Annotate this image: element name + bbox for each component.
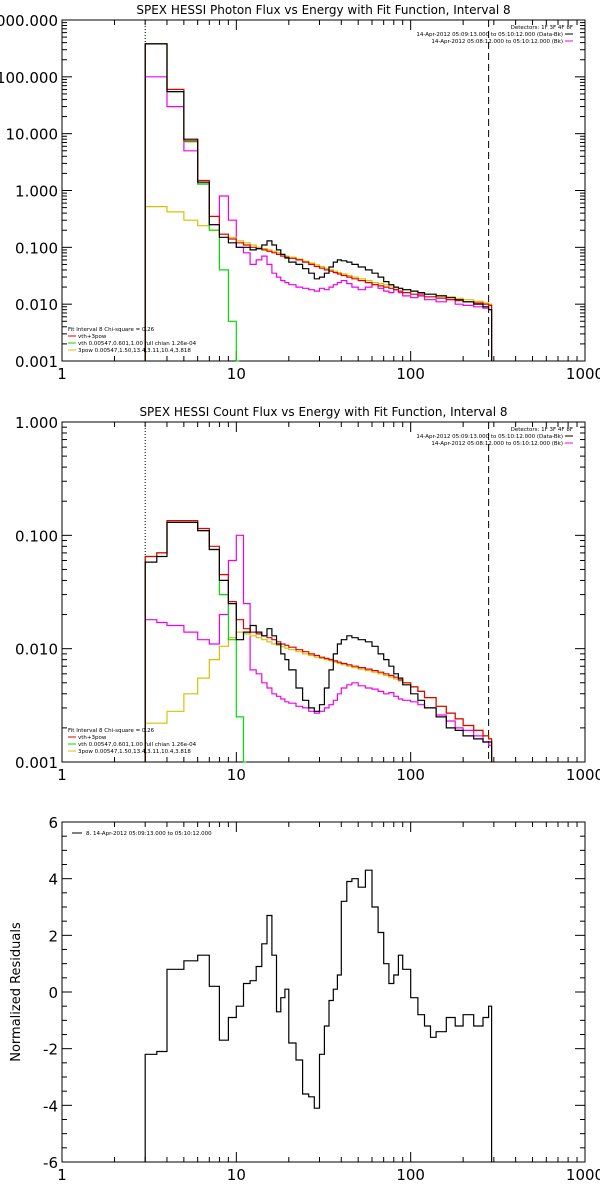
y-tick-label: 10.000 xyxy=(6,126,59,144)
panel-2 xyxy=(61,421,586,763)
legend-time-range: 14-Apr-2012 05:08:12.000 to 05:10:12.000… xyxy=(431,39,563,45)
y-tick-label: 0.010 xyxy=(15,641,58,659)
legend-fit-item: vth+3pow xyxy=(78,735,107,741)
y-tick-label: 0 xyxy=(48,984,58,1002)
series-3pow xyxy=(144,206,493,361)
x-tick-label: 1 xyxy=(57,1166,67,1184)
y-tick-label: -6 xyxy=(43,1154,58,1172)
series-vth xyxy=(144,43,240,362)
series-vth-3pow xyxy=(144,43,493,361)
plot-frame xyxy=(61,421,586,763)
series-3pow xyxy=(144,631,493,762)
legend-fit-item: vth 0.00547,0.601,1.00 full chian 1.26e-… xyxy=(78,341,197,347)
legend-fit-item: vth+3pow xyxy=(78,334,107,340)
series-background xyxy=(144,534,493,762)
y-tick-label: 1.000 xyxy=(15,414,58,432)
panel-1 xyxy=(61,19,586,362)
series-background xyxy=(144,76,493,361)
legend-time-range: 14-Apr-2012 05:09:13.000 to 05:10:12.000… xyxy=(416,434,563,440)
chart-title-1: SPEX HESSI Photon Flux vs Energy with Fi… xyxy=(136,3,510,17)
legend-time-range: 14-Apr-2012 05:08:12.000 to 05:10:12.000… xyxy=(431,441,563,447)
y-tick-label: -2 xyxy=(43,1041,58,1059)
x-tick-label: 100 xyxy=(396,1166,425,1184)
x-tick-label: 100 xyxy=(396,766,425,784)
series-vth-3pow xyxy=(144,520,493,762)
y-tick-label: 100.000 xyxy=(0,69,58,87)
legend-detectors: Detectors: 1F 3F 4F 8F xyxy=(511,25,573,31)
y-tick-label: 1.000 xyxy=(15,183,58,201)
y-axis-label: Normalized Residuals xyxy=(9,922,24,1062)
legend-fit-item: 3pow 0.00547,1.50,13.4,3.11,10.4,3.818 xyxy=(78,348,191,354)
y-tick-label: -4 xyxy=(43,1097,58,1115)
legend-residual-interval: 8. 14-Apr-2012 05:09:13.000 to 05:10:12.… xyxy=(86,831,212,837)
x-tick-label: 1 xyxy=(57,365,67,383)
plot-frame xyxy=(61,19,586,362)
x-tick-label: 10 xyxy=(227,365,246,383)
x-tick-label: 10 xyxy=(227,1166,246,1184)
y-tick-label: 0.100 xyxy=(15,239,58,257)
series-vth xyxy=(144,521,247,763)
x-tick-label: 100 xyxy=(396,365,425,383)
y-tick-label: 1000.000 xyxy=(0,12,58,30)
series-data xyxy=(144,43,493,361)
y-tick-label: 0.100 xyxy=(15,527,58,545)
y-tick-label: 0.010 xyxy=(15,296,58,314)
x-tick-label: 1 xyxy=(57,766,67,784)
y-tick-label: 2 xyxy=(48,927,58,945)
legend-fit-header: Fit Interval 8 Chi-square = 0.26 xyxy=(68,327,155,333)
legend-fit-item: 3pow 0.00547,1.50,13.4,3.11,10.4,3.818 xyxy=(78,749,191,755)
y-tick-label: 4 xyxy=(48,871,58,889)
chart-title-2: SPEX HESSI Count Flux vs Energy with Fit… xyxy=(139,405,507,419)
y-tick-label: 0.001 xyxy=(15,754,58,772)
y-tick-label: 0.001 xyxy=(15,353,58,371)
plot-frame xyxy=(61,821,586,1163)
y-tick-label: 6 xyxy=(48,814,58,832)
series-8-14-apr-2012-05-09-13-000-to-05-10-12-000 xyxy=(144,869,493,1162)
panel-3 xyxy=(61,821,586,1163)
x-tick-label: 1000 xyxy=(566,365,600,383)
legend-fit-item: vth 0.00547,0.601,1.00 full chian 1.26e-… xyxy=(78,742,197,748)
x-tick-label: 1000 xyxy=(566,1166,600,1184)
legend-time-range: 14-Apr-2012 05:09:13.000 to 05:10:12.000… xyxy=(416,32,563,38)
x-tick-label: 1000 xyxy=(566,766,600,784)
x-tick-label: 10 xyxy=(227,766,246,784)
series-data xyxy=(144,521,493,762)
legend-fit-header: Fit Interval 8 Chi-square = 0.26 xyxy=(68,728,155,734)
legend-detectors: Detectors: 1F 3F 4F 8F xyxy=(511,427,573,433)
